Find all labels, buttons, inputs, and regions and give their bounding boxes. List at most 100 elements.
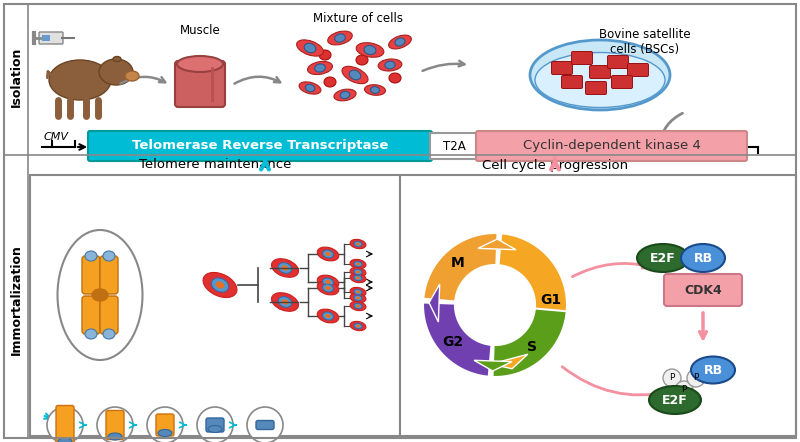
Ellipse shape bbox=[177, 56, 223, 72]
FancyBboxPatch shape bbox=[400, 175, 796, 436]
Ellipse shape bbox=[318, 281, 338, 295]
Ellipse shape bbox=[350, 321, 366, 331]
Ellipse shape bbox=[208, 426, 222, 433]
Text: S: S bbox=[527, 340, 537, 354]
Ellipse shape bbox=[350, 273, 366, 282]
Ellipse shape bbox=[297, 40, 323, 56]
Text: Mixture of cells: Mixture of cells bbox=[313, 11, 403, 24]
Ellipse shape bbox=[322, 278, 334, 286]
Ellipse shape bbox=[326, 286, 330, 290]
Text: CMV: CMV bbox=[44, 132, 69, 142]
Ellipse shape bbox=[395, 38, 405, 46]
FancyBboxPatch shape bbox=[39, 32, 63, 44]
Ellipse shape bbox=[108, 433, 122, 440]
Text: Muscle: Muscle bbox=[180, 23, 220, 37]
Ellipse shape bbox=[334, 89, 356, 101]
Ellipse shape bbox=[350, 293, 366, 303]
Ellipse shape bbox=[350, 287, 366, 297]
Ellipse shape bbox=[319, 50, 331, 60]
Ellipse shape bbox=[389, 35, 411, 49]
Ellipse shape bbox=[103, 329, 115, 339]
Circle shape bbox=[456, 266, 534, 344]
Text: G1: G1 bbox=[540, 293, 562, 307]
Text: Immortalization: Immortalization bbox=[10, 244, 22, 355]
Circle shape bbox=[197, 407, 233, 442]
Polygon shape bbox=[429, 284, 440, 322]
FancyBboxPatch shape bbox=[30, 175, 400, 436]
Circle shape bbox=[687, 369, 705, 387]
Polygon shape bbox=[478, 239, 516, 250]
FancyBboxPatch shape bbox=[551, 61, 573, 75]
Ellipse shape bbox=[356, 55, 368, 65]
Ellipse shape bbox=[530, 40, 670, 110]
Ellipse shape bbox=[691, 357, 735, 384]
Ellipse shape bbox=[364, 46, 376, 54]
Ellipse shape bbox=[271, 293, 298, 311]
Text: RB: RB bbox=[694, 251, 713, 264]
Ellipse shape bbox=[356, 291, 360, 293]
Ellipse shape bbox=[354, 303, 362, 309]
FancyBboxPatch shape bbox=[42, 35, 50, 41]
Ellipse shape bbox=[356, 43, 384, 57]
Ellipse shape bbox=[322, 250, 334, 258]
Ellipse shape bbox=[299, 82, 321, 94]
Polygon shape bbox=[474, 360, 512, 371]
FancyBboxPatch shape bbox=[664, 274, 742, 306]
Text: P: P bbox=[682, 385, 686, 395]
Ellipse shape bbox=[318, 275, 338, 289]
Ellipse shape bbox=[125, 71, 139, 81]
Polygon shape bbox=[423, 233, 498, 301]
Ellipse shape bbox=[340, 91, 350, 99]
FancyBboxPatch shape bbox=[100, 296, 118, 334]
Ellipse shape bbox=[350, 70, 361, 80]
Text: Cell cycle progression: Cell cycle progression bbox=[482, 159, 628, 171]
Circle shape bbox=[97, 407, 133, 442]
Polygon shape bbox=[491, 354, 528, 369]
Ellipse shape bbox=[306, 84, 314, 91]
Ellipse shape bbox=[113, 57, 121, 61]
Ellipse shape bbox=[85, 329, 97, 339]
Ellipse shape bbox=[350, 259, 366, 269]
Ellipse shape bbox=[681, 244, 725, 272]
Circle shape bbox=[675, 381, 693, 399]
Ellipse shape bbox=[649, 386, 701, 414]
Ellipse shape bbox=[365, 85, 386, 95]
Ellipse shape bbox=[203, 272, 237, 297]
Ellipse shape bbox=[99, 59, 133, 85]
Text: P: P bbox=[694, 373, 698, 382]
Ellipse shape bbox=[278, 263, 292, 273]
Ellipse shape bbox=[385, 61, 395, 69]
Ellipse shape bbox=[637, 244, 689, 272]
Ellipse shape bbox=[326, 252, 330, 256]
Ellipse shape bbox=[356, 305, 360, 307]
FancyBboxPatch shape bbox=[88, 131, 432, 161]
Text: Telomere maintenance: Telomere maintenance bbox=[139, 159, 291, 171]
Ellipse shape bbox=[350, 267, 366, 277]
Ellipse shape bbox=[322, 312, 334, 320]
Ellipse shape bbox=[356, 263, 360, 265]
Ellipse shape bbox=[378, 59, 402, 71]
Circle shape bbox=[47, 407, 83, 442]
Ellipse shape bbox=[314, 64, 326, 72]
Text: P: P bbox=[670, 373, 674, 382]
FancyBboxPatch shape bbox=[175, 61, 225, 107]
Circle shape bbox=[247, 407, 283, 442]
FancyBboxPatch shape bbox=[106, 411, 124, 439]
Ellipse shape bbox=[354, 275, 362, 281]
FancyBboxPatch shape bbox=[256, 420, 274, 430]
Ellipse shape bbox=[92, 289, 108, 301]
Ellipse shape bbox=[318, 247, 338, 261]
FancyBboxPatch shape bbox=[590, 65, 610, 79]
Ellipse shape bbox=[370, 87, 379, 93]
FancyBboxPatch shape bbox=[607, 56, 629, 69]
Ellipse shape bbox=[342, 66, 368, 84]
Ellipse shape bbox=[318, 309, 338, 323]
Text: G2: G2 bbox=[442, 335, 464, 349]
Ellipse shape bbox=[326, 314, 330, 318]
Text: Isolation: Isolation bbox=[10, 47, 22, 107]
Ellipse shape bbox=[282, 265, 289, 271]
Ellipse shape bbox=[354, 261, 362, 267]
Text: T2A: T2A bbox=[442, 140, 466, 152]
FancyBboxPatch shape bbox=[100, 256, 118, 294]
FancyBboxPatch shape bbox=[206, 418, 224, 432]
